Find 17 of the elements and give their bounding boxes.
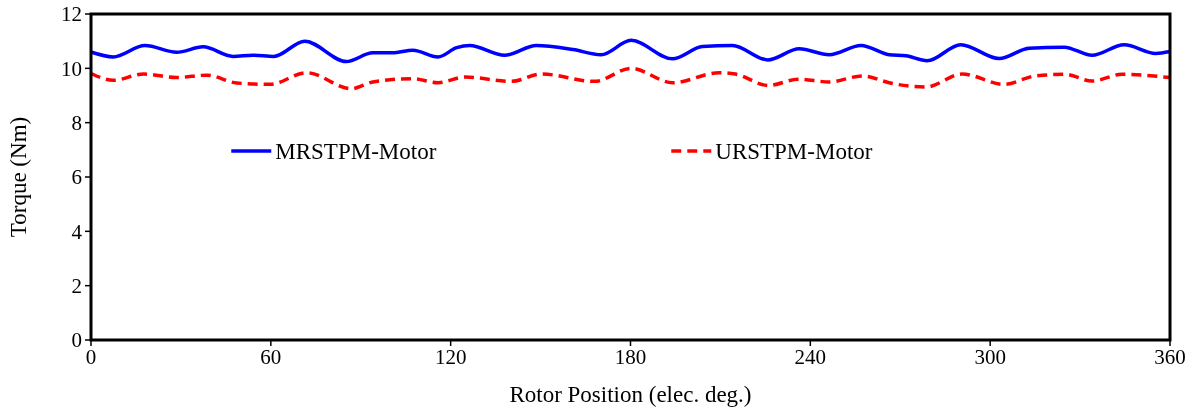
legend-label: MRSTPM-Motor — [275, 138, 437, 164]
y-axis-title: Torque (Nm) — [6, 116, 31, 238]
y-tick-label: 4 — [71, 219, 83, 244]
y-tick-label: 8 — [71, 111, 82, 136]
x-tick-label: 360 — [1154, 345, 1186, 369]
x-tick-label: 60 — [260, 345, 282, 369]
x-tick-label: 240 — [794, 345, 827, 369]
y-tick-label: 0 — [71, 328, 82, 353]
y-tick-label: 12 — [61, 2, 82, 27]
x-tick-label: 180 — [614, 345, 647, 369]
x-axis-title: Rotor Position (elec. deg.) — [509, 382, 752, 407]
y-tick-label: 2 — [71, 274, 82, 299]
y-tick-label: 6 — [71, 165, 82, 190]
legend-label: URSTPM-Motor — [715, 138, 873, 164]
x-tick-label: 120 — [434, 345, 467, 369]
y-tick-label: 10 — [61, 56, 82, 81]
x-tick-label: 300 — [974, 345, 1006, 369]
